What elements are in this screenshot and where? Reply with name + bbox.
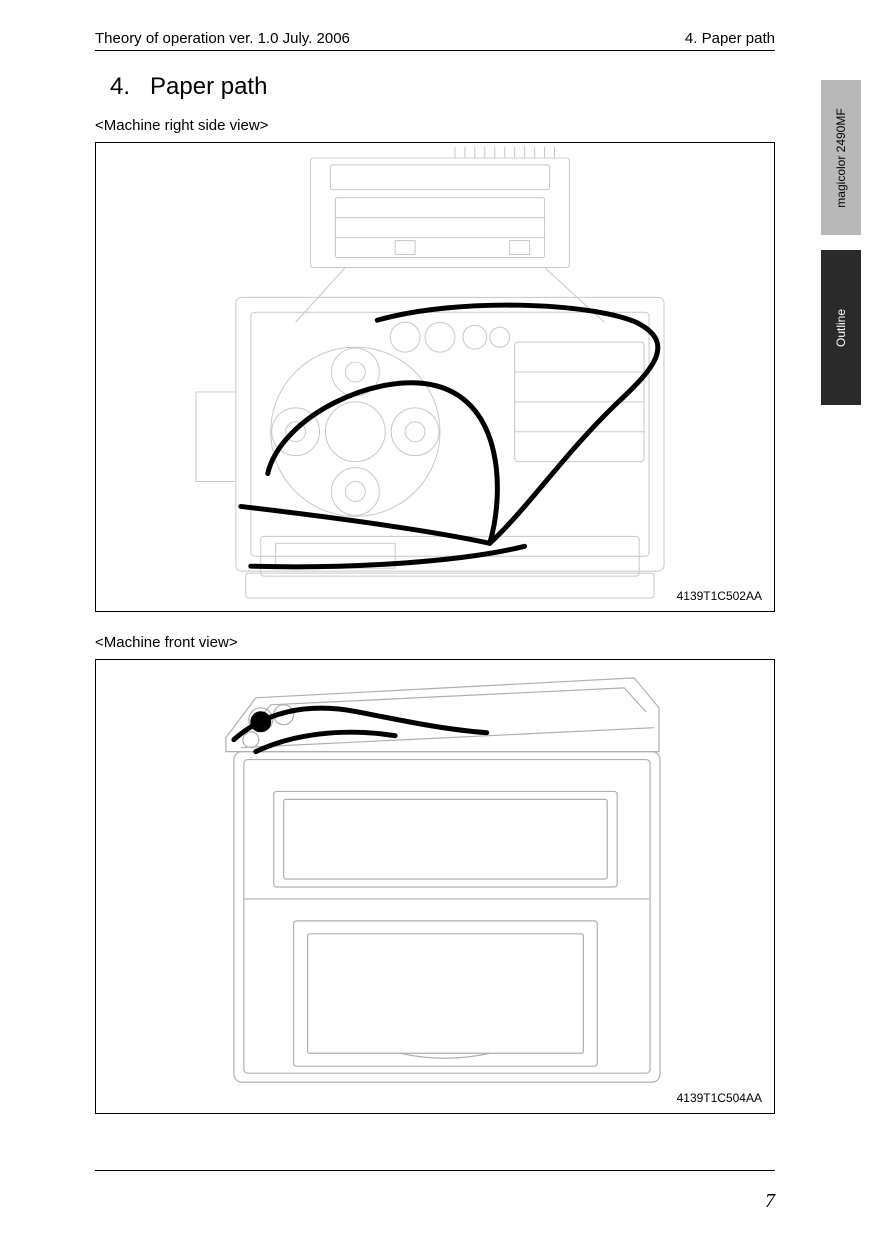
side-tab-section: Outline	[821, 250, 861, 405]
header-right: 4. Paper path	[685, 30, 775, 47]
section-title: 4. Paper path	[110, 73, 775, 101]
section-number: 4.	[110, 73, 130, 101]
side-tab-section-label: Outline	[834, 308, 848, 346]
figure2-subtitle: <Machine front view>	[95, 634, 775, 651]
figure1-diagram	[96, 143, 774, 611]
section-title-text: Paper path	[150, 73, 267, 100]
figure1-subtitle: <Machine right side view>	[95, 117, 775, 134]
header-left: Theory of operation ver. 1.0 July. 2006	[95, 30, 350, 47]
figure1-ref: 4139T1C502AA	[677, 589, 762, 603]
figure2-box: 4139T1C504AA	[95, 659, 775, 1114]
page-content: Theory of operation ver. 1.0 July. 2006 …	[95, 30, 775, 1114]
page-header: Theory of operation ver. 1.0 July. 2006 …	[95, 30, 775, 51]
figure1-box: 4139T1C502AA	[95, 142, 775, 612]
figure2-ref: 4139T1C504AA	[677, 1091, 762, 1105]
footer-rule	[95, 1170, 775, 1171]
figure2-diagram	[96, 660, 774, 1113]
side-tab-model: magicolor 2490MF	[821, 80, 861, 235]
page-number: 7	[765, 1190, 775, 1213]
side-tab-model-label: magicolor 2490MF	[834, 108, 848, 207]
